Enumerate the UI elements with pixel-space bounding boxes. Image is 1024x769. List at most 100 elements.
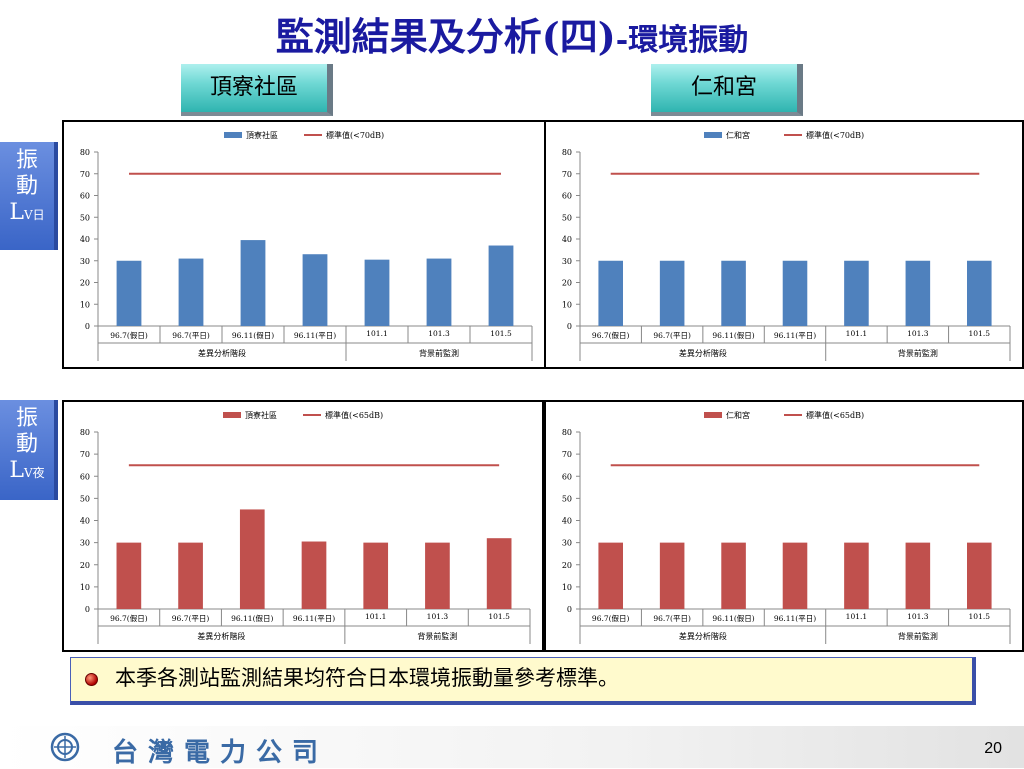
x-category-label: 101.3 <box>907 612 929 621</box>
bar <box>116 260 142 326</box>
chart-svg: 仁和宮 標準值(<65dB) 0 10 20 30 40 50 60 70 80 96.7(假日) 96… <box>562 410 1011 644</box>
x-category-label: 101.3 <box>427 612 449 621</box>
bar <box>302 254 328 326</box>
title-main: 監測結果及分析(四) <box>275 14 616 59</box>
y-tick-label: 20 <box>562 279 572 288</box>
y-tick-label: 60 <box>80 472 90 481</box>
y-tick-label: 30 <box>80 257 90 266</box>
x-category-label: 101.5 <box>969 612 991 621</box>
x-category-label: 96.11(平日) <box>774 614 816 623</box>
x-category-label: 101.3 <box>428 329 450 338</box>
legend-label-standard: 標準值(<65dB) <box>325 410 383 420</box>
row-label-night-sub: V夜 <box>23 466 45 480</box>
x-category-label: 96.11(假日) <box>231 614 273 623</box>
bar <box>844 542 869 609</box>
y-tick-label: 0 <box>85 605 90 614</box>
bar <box>425 542 450 609</box>
bar <box>782 542 808 609</box>
x-category-label: 101.5 <box>490 329 512 338</box>
y-tick-label: 80 <box>80 148 90 157</box>
row-label-day: 振 動 LV日 <box>0 142 58 250</box>
site-tab-dingliao: 頂寮社區 <box>181 64 333 116</box>
bar <box>364 259 390 326</box>
taipower-logo-icon <box>50 732 80 762</box>
y-tick-label: 0 <box>567 605 572 614</box>
x-category-label: 96.7(平日) <box>653 331 691 340</box>
x-category-label: 96.11(假日) <box>712 331 754 340</box>
y-tick-label: 40 <box>562 235 572 244</box>
y-tick-label: 40 <box>80 235 90 244</box>
bar <box>721 542 746 609</box>
y-tick-label: 20 <box>80 561 90 570</box>
conclusion-note: 本季各測站監測結果均符合日本環境振動量參考標準。 <box>70 657 976 705</box>
y-tick-label: 10 <box>562 300 572 309</box>
legend-label-standard: 標準值(<70dB) <box>806 130 864 140</box>
chart-svg: 頂寮社區 標準值(<65dB) 0 10 20 30 40 50 60 70 80 96.7(假日) 9… <box>80 410 531 644</box>
row-label-night: 振 動 LV夜 <box>0 400 58 500</box>
y-tick-label: 60 <box>562 192 572 201</box>
bar <box>486 538 512 609</box>
x-category-label: 96.7(假日) <box>110 331 148 340</box>
chart-night-dingliao: 頂寮社區 標準值(<65dB) 0 10 20 30 40 50 60 70 80 96.7(假日) 9… <box>62 400 544 652</box>
bar <box>178 542 203 609</box>
y-tick-label: 60 <box>562 472 572 481</box>
x-group-label: 背景前監測 <box>419 348 459 358</box>
x-category-label: 96.7(平日) <box>172 331 210 340</box>
bar <box>240 240 266 326</box>
x-category-label: 96.7(假日) <box>592 331 630 340</box>
x-category-label: 96.7(平日) <box>653 614 691 623</box>
legend-label-bar: 仁和宮 <box>726 130 750 140</box>
y-tick-label: 30 <box>562 257 572 266</box>
bar <box>239 509 265 609</box>
bar <box>598 542 623 609</box>
bar <box>178 258 204 326</box>
bar <box>598 260 623 326</box>
row-label-night-line1: 振 <box>15 406 38 431</box>
y-tick-label: 50 <box>80 213 90 222</box>
chart-night-renhe: 仁和宮 標準值(<65dB) 0 10 20 30 40 50 60 70 80 96.7(假日) 96… <box>544 400 1024 652</box>
x-category-label: 96.11(假日) <box>232 331 274 340</box>
x-category-label: 101.3 <box>907 329 929 338</box>
y-tick-label: 70 <box>80 170 90 179</box>
x-category-label: 96.11(平日) <box>293 614 335 623</box>
y-tick-label: 30 <box>80 539 90 548</box>
x-category-label: 101.1 <box>366 329 387 338</box>
legend-label-bar: 頂寮社區 <box>246 130 278 140</box>
page-title: 監測結果及分析(四)-環境振動 <box>0 6 1024 61</box>
bullet-icon <box>85 673 98 686</box>
y-tick-label: 10 <box>562 583 572 592</box>
legend-swatch-bar <box>704 412 722 418</box>
x-category-label: 96.7(假日) <box>592 614 630 623</box>
bar <box>844 260 869 326</box>
legend-swatch-bar <box>223 412 241 418</box>
x-group-label: 背景前監測 <box>417 631 457 641</box>
row-label-night-line3: L <box>9 458 24 483</box>
row-label-night-line2: 動 <box>15 432 38 457</box>
bar <box>426 258 452 326</box>
y-tick-label: 80 <box>80 428 90 437</box>
y-tick-label: 80 <box>562 148 572 157</box>
x-category-label: 96.11(平日) <box>774 331 816 340</box>
x-group-label: 差異分析階段 <box>197 631 245 641</box>
bar <box>721 260 746 326</box>
y-tick-label: 20 <box>80 279 90 288</box>
y-tick-label: 50 <box>562 494 572 503</box>
x-group-label: 差異分析階段 <box>679 631 727 641</box>
title-sub: 環境振動 <box>628 23 749 58</box>
y-tick-label: 60 <box>80 192 90 201</box>
conclusion-text: 本季各測站監測結果均符合日本環境振動量參考標準。 <box>115 666 619 690</box>
bar <box>967 542 992 609</box>
x-group-label: 差異分析階段 <box>679 348 727 358</box>
bar <box>659 260 685 326</box>
x-group-label: 差異分析階段 <box>198 348 246 358</box>
chart-svg: 仁和宮 標準值(<70dB) 0 10 20 30 40 50 60 70 80 96.7(假日) 96… <box>562 130 1011 361</box>
x-category-label: 101.5 <box>969 329 991 338</box>
legend-label-standard: 標準值(<65dB) <box>806 410 864 420</box>
chart-day-renhe: 仁和宮 標準值(<70dB) 0 10 20 30 40 50 60 70 80 96.7(假日) 96… <box>544 120 1024 369</box>
row-label-day-line3: L <box>9 200 24 225</box>
bar <box>659 542 685 609</box>
y-tick-label: 70 <box>80 450 90 459</box>
y-tick-label: 30 <box>562 539 572 548</box>
legend-swatch-bar <box>704 132 722 138</box>
y-tick-label: 0 <box>85 322 90 331</box>
